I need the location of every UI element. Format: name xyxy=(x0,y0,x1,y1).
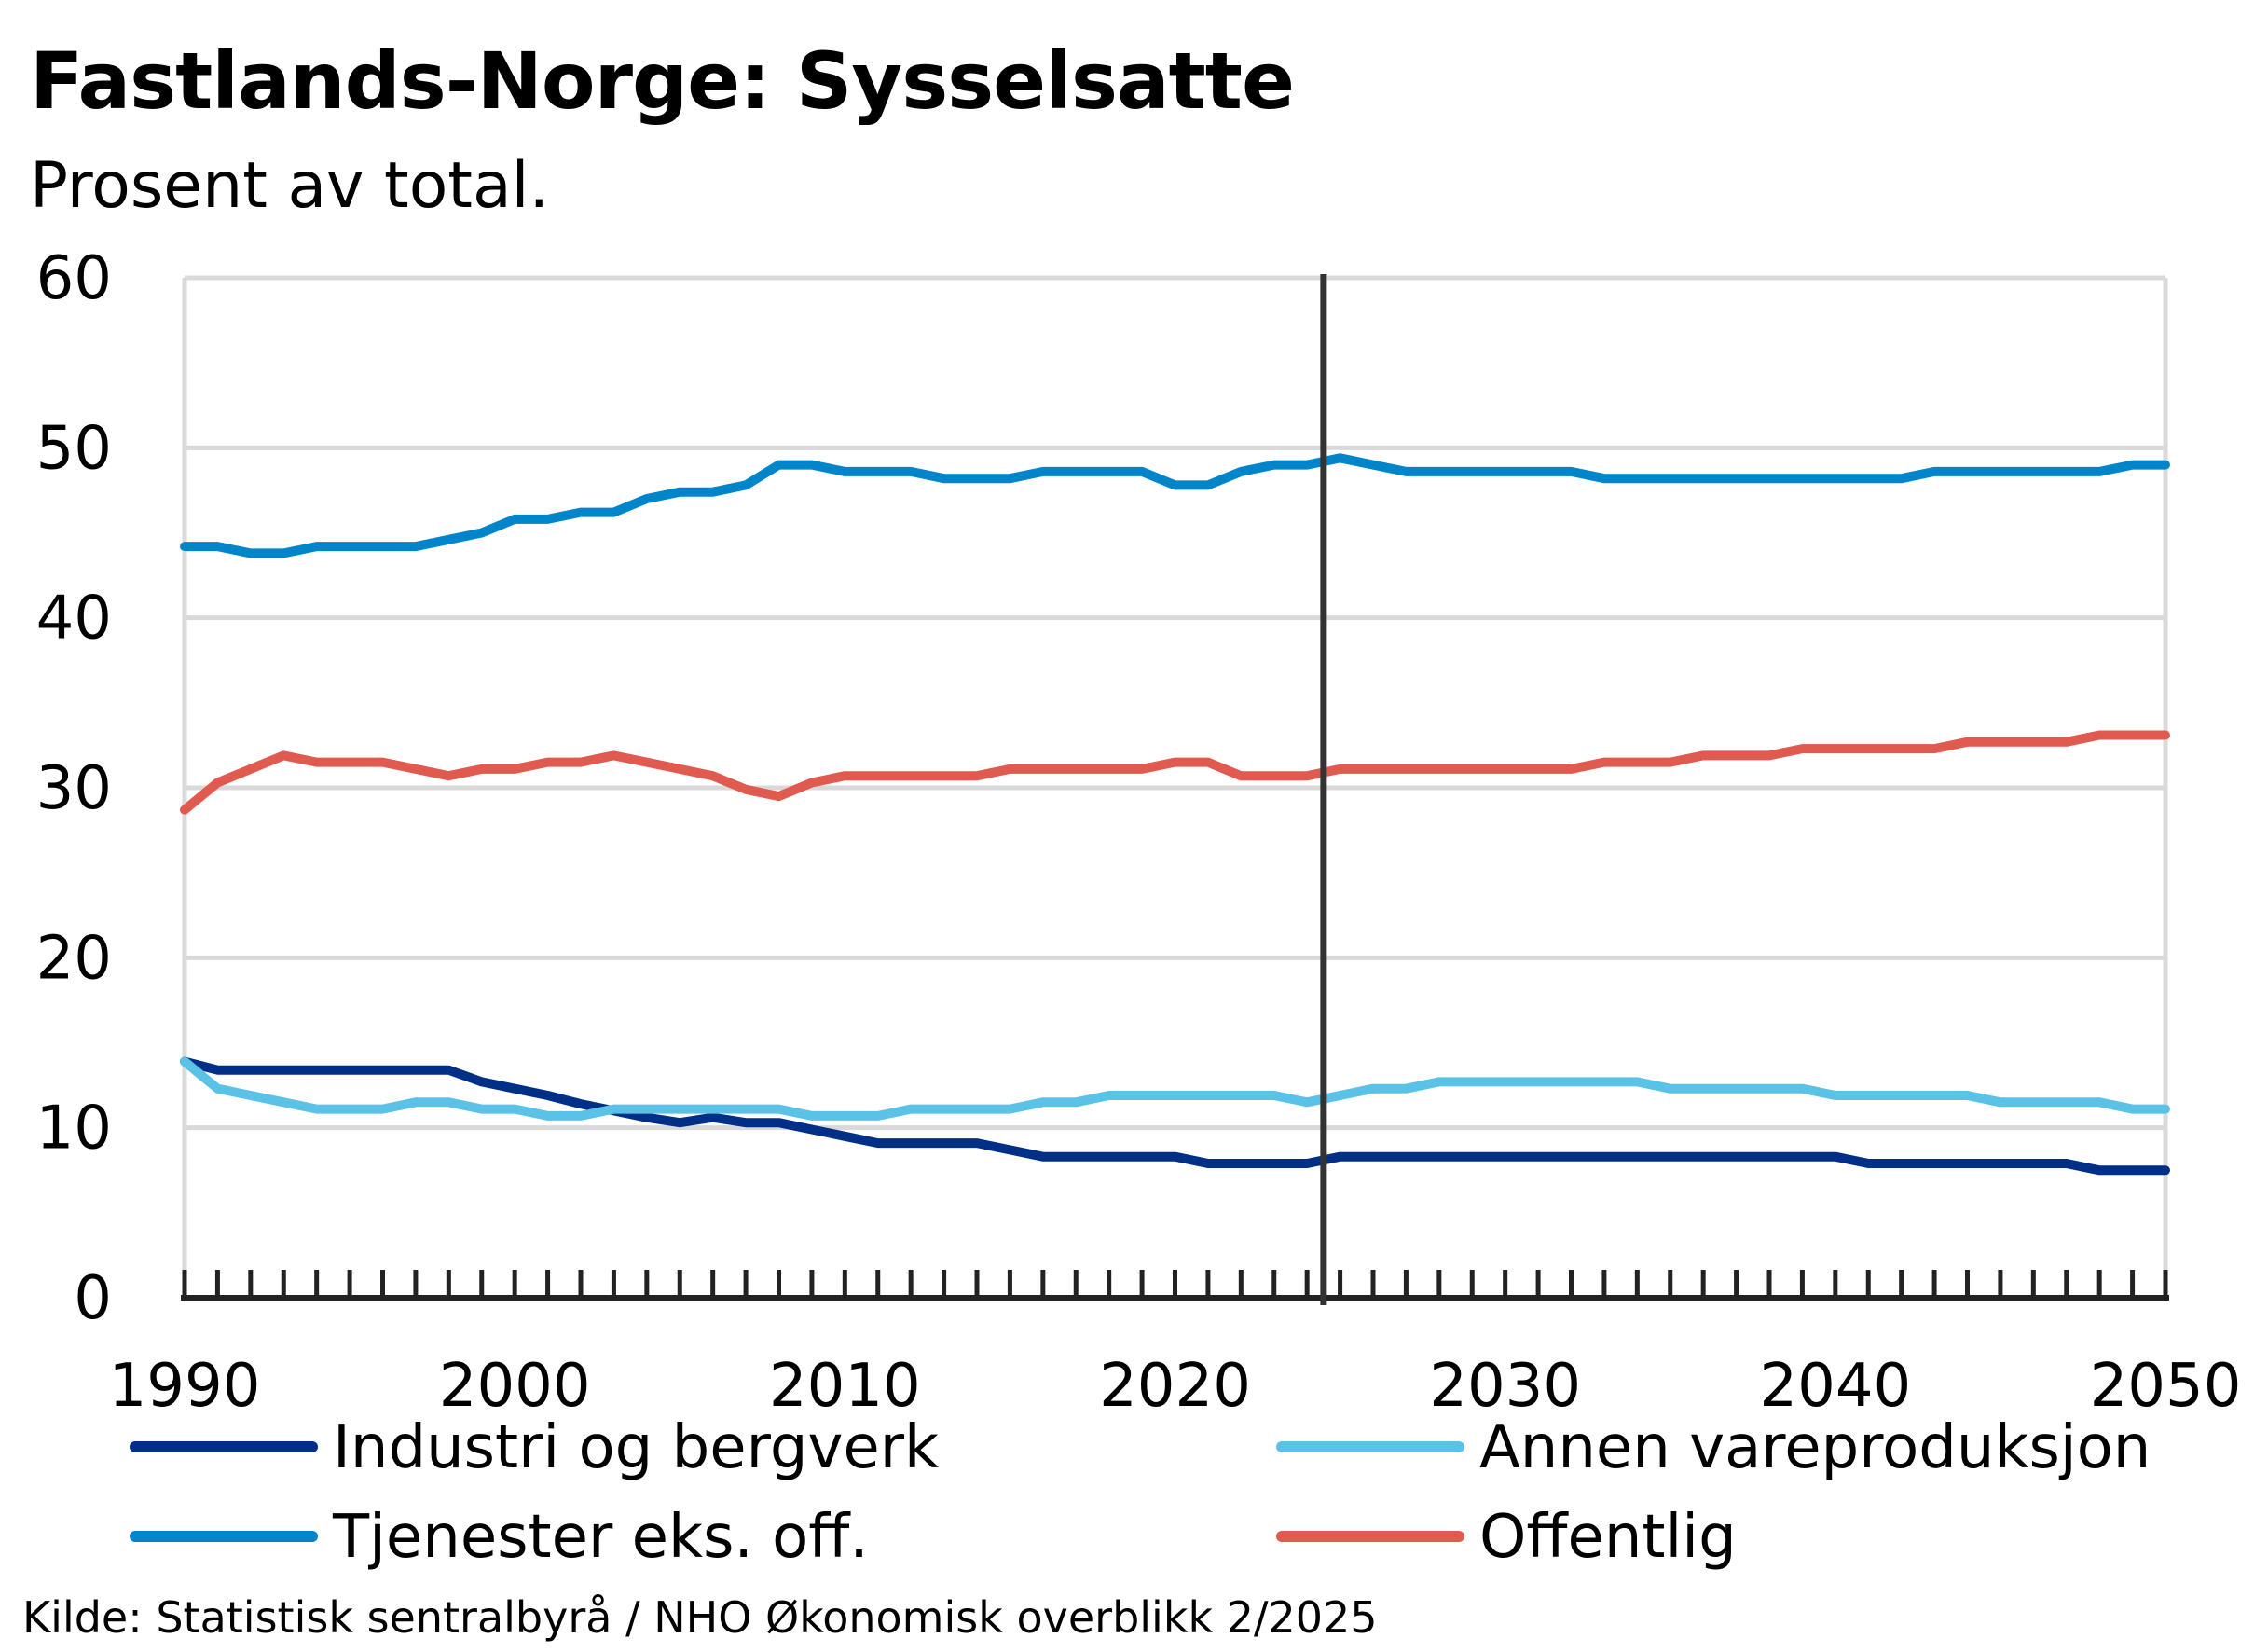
x-tick-label-2040: 2040 xyxy=(1759,1352,1911,1421)
y-tick-label-10: 10 xyxy=(36,1094,112,1163)
x-tick-label-2010: 2010 xyxy=(769,1352,921,1421)
chart-subtitle: Prosent av total. xyxy=(30,149,550,223)
chart-title: Fastlands-Norge: Sysselsatte xyxy=(30,35,1295,127)
y-tick-label-0: 0 xyxy=(74,1264,112,1333)
source-note: Kilde: Statistisk sentralbyrå / NHO Økon… xyxy=(22,1592,1378,1643)
x-tick-label-2030: 2030 xyxy=(1429,1352,1581,1421)
series-line-0 xyxy=(180,1056,2170,1176)
x-tick-label-1990: 1990 xyxy=(109,1352,261,1421)
y-tick-label-40: 40 xyxy=(36,585,112,654)
x-axis-labels: 1990 2000 2010 2020 2030 2040 2050 xyxy=(109,1352,2242,1421)
legend-label-1: Annen vareproduksjon xyxy=(1479,1413,2151,1482)
y-tick-label-60: 60 xyxy=(36,244,112,313)
x-tick-label-2050: 2050 xyxy=(2090,1352,2242,1421)
y-tick-label-50: 50 xyxy=(36,414,112,483)
x-axis-ticks xyxy=(182,1270,2168,1298)
legend: Industri og bergverk Annen vareproduksjon… xyxy=(130,1413,2151,1572)
grid xyxy=(185,275,2165,1131)
y-tick-label-30: 30 xyxy=(36,754,112,823)
y-tick-label-20: 20 xyxy=(36,924,112,993)
series-group xyxy=(180,453,2170,1176)
legend-label-2: Tjenester eks. off. xyxy=(332,1503,869,1572)
x-tick-label-2020: 2020 xyxy=(1099,1352,1251,1421)
series-line-1 xyxy=(180,1056,2170,1121)
series-line-3 xyxy=(180,730,2170,815)
legend-label-3: Offentlig xyxy=(1479,1503,1737,1572)
y-axis-labels: 0 10 20 30 40 50 60 xyxy=(36,244,112,1333)
series-line-2 xyxy=(180,453,2170,558)
x-tick-label-2000: 2000 xyxy=(439,1352,591,1421)
legend-label-0: Industri og bergverk xyxy=(333,1413,939,1482)
